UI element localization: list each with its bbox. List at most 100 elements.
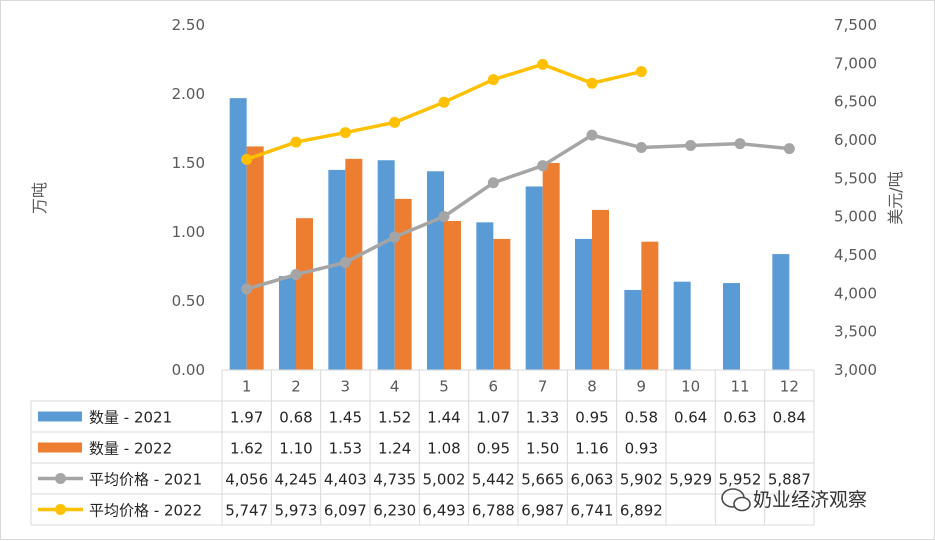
legend-label: 数量 - 2022	[89, 440, 172, 458]
y-right-tick-label: 7,000	[834, 54, 877, 72]
bar-2021	[772, 254, 790, 370]
bar-2021	[427, 171, 444, 370]
legend-label: 平均价格 - 2022	[89, 502, 202, 520]
price-marker-2022	[389, 116, 401, 128]
data-table-cell: 0.58	[625, 409, 658, 427]
data-table-cell: 6,097	[324, 502, 367, 520]
y-right-tick-label: 4,000	[834, 284, 877, 302]
data-table-cell: 5,952	[719, 471, 762, 489]
data-table-cell: 1.62	[230, 440, 263, 458]
y-left-tick-label: 2.00	[172, 85, 205, 103]
data-table-cell: 1.97	[230, 409, 263, 427]
price-marker-2021	[290, 269, 302, 281]
bar-2022	[296, 218, 313, 370]
x-category-label: 7	[538, 378, 548, 396]
data-table-cell: 1.50	[526, 440, 559, 458]
data-table-cell: 6,063	[571, 471, 614, 489]
x-category-label: 10	[681, 378, 700, 396]
y-right-tick-label: 4,500	[834, 246, 877, 264]
data-table-cell: 1.52	[378, 409, 411, 427]
bar-2022	[345, 158, 363, 370]
y-left-tick-label: 2.50	[172, 16, 205, 34]
data-table-cell: 0.93	[625, 440, 658, 458]
price-marker-2021	[586, 129, 598, 141]
legend-key-marker	[55, 473, 66, 484]
price-marker-2021	[537, 160, 549, 172]
bar-2022	[592, 209, 609, 370]
data-table-cell: 6,987	[521, 502, 564, 520]
data-table-cell: 1.44	[427, 409, 460, 427]
price-marker-2022	[487, 74, 499, 86]
price-marker-2021	[241, 283, 253, 295]
data-table-cell: 5,665	[521, 471, 564, 489]
legend-key-qty-2021	[38, 411, 82, 422]
price-marker-2021	[685, 139, 697, 151]
data-table-cell: 1.24	[378, 440, 411, 458]
price-line-2021	[246, 133, 790, 291]
data-table-cell: 4,056	[225, 471, 268, 489]
data-table-cell: 5,002	[423, 471, 466, 489]
bar-2022	[493, 238, 511, 370]
price-marker-2022	[241, 153, 253, 165]
bar-2022	[444, 220, 461, 370]
x-category-label: 8	[587, 378, 597, 396]
y-right-tick-label: 6,000	[834, 131, 877, 149]
y-right-tick-label: 6,500	[834, 93, 877, 111]
bar-2022	[394, 198, 412, 370]
legend-label: 数量 - 2021	[89, 409, 172, 427]
y-right-tick-label: 3,000	[834, 361, 877, 379]
price-marker-2021	[783, 143, 795, 155]
bar-2021	[525, 186, 543, 370]
y-left-tick-label: 1.50	[172, 154, 205, 172]
data-table-cell: 0.68	[279, 409, 312, 427]
wechat-icon	[733, 496, 751, 512]
bar-2021	[328, 169, 346, 370]
price-marker-2022	[635, 66, 647, 78]
data-table-cell: 5,973	[275, 502, 318, 520]
y-left-tick-label: 1.00	[172, 223, 205, 241]
bar-2021	[575, 238, 592, 370]
bar-2021	[673, 281, 691, 370]
x-category-label: 3	[341, 378, 351, 396]
data-table-cell: 1.10	[279, 440, 312, 458]
data-table-cell: 4,403	[324, 471, 367, 489]
price-marker-2021	[734, 138, 746, 150]
data-table-cell: 0.63	[723, 409, 756, 427]
data-table-cell: 1.08	[427, 440, 460, 458]
bar-2021	[476, 222, 494, 370]
price-marker-2021	[487, 177, 499, 189]
x-category-label: 4	[390, 378, 400, 396]
data-table-cell: 5,442	[472, 471, 515, 489]
bar-2021	[279, 276, 296, 370]
data-table-cell: 5,747	[225, 502, 268, 520]
legend-key-qty-2022	[38, 442, 82, 453]
bar-2021	[723, 283, 740, 370]
y-left-axis-title: 万吨	[30, 182, 49, 214]
data-table-cell: 4,245	[275, 471, 318, 489]
price-marker-2022	[438, 96, 450, 108]
price-marker-2021	[438, 211, 450, 223]
x-category-label: 9	[637, 378, 647, 396]
data-table-cell: 0.95	[575, 409, 608, 427]
legend-key-marker	[55, 504, 66, 515]
data-table-cell: 1.33	[526, 409, 559, 427]
x-category-label: 1	[242, 378, 252, 396]
bar-2021	[229, 98, 247, 370]
y-right-tick-label: 7,500	[834, 16, 877, 34]
x-category-label: 11	[730, 378, 749, 396]
data-table-cell: 1.07	[477, 409, 510, 427]
watermark-text: 奶业经济观察	[753, 489, 867, 511]
bar-2021	[377, 160, 395, 370]
data-table-cell: 0.95	[477, 440, 510, 458]
legend-label: 平均价格 - 2021	[89, 471, 202, 489]
y-right-tick-label: 5,000	[834, 208, 877, 226]
bar-2022	[542, 163, 560, 370]
bar-2021	[624, 289, 642, 370]
y-right-tick-label: 3,500	[834, 323, 877, 341]
data-table-cell: 0.84	[773, 409, 806, 427]
y-left-tick-label: 0.50	[172, 292, 205, 310]
price-marker-2022	[586, 77, 598, 89]
x-category-label: 6	[489, 378, 499, 396]
